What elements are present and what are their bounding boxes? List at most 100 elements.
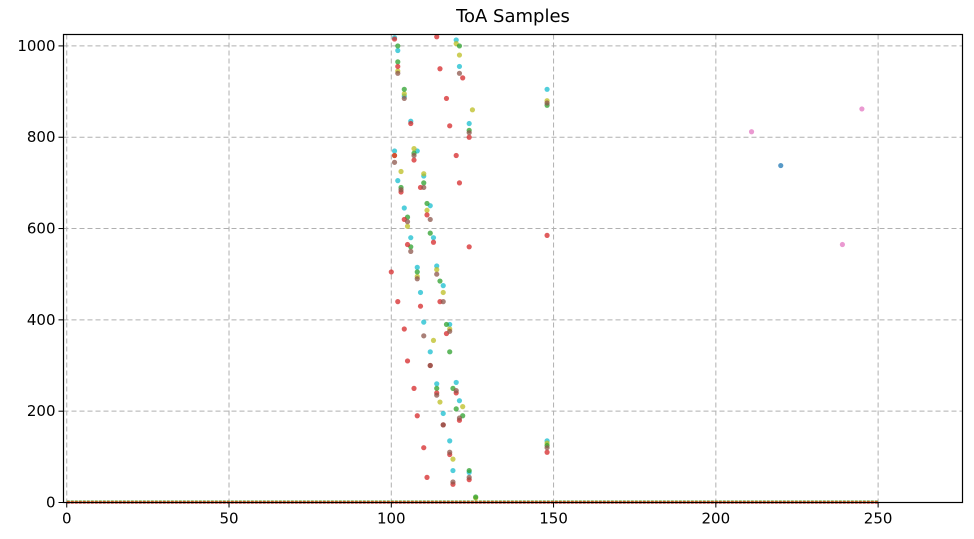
scatter-point	[466, 130, 472, 136]
x-tick-label: 100	[377, 510, 406, 528]
scatter-point	[466, 134, 472, 140]
scatter-point	[440, 283, 446, 289]
scatter-point	[544, 86, 550, 92]
scatter-point	[434, 271, 440, 277]
scatter-point	[421, 184, 427, 191]
scatter-point	[466, 120, 472, 127]
scatter-point	[414, 276, 420, 282]
scatter-point	[395, 299, 401, 305]
scatter-point	[404, 241, 411, 248]
scatter-point	[434, 34, 440, 40]
scatter-point	[453, 37, 459, 43]
scatter-point	[859, 106, 865, 112]
scatter-point	[411, 146, 417, 152]
scatter-point	[430, 337, 437, 344]
scatter-point	[434, 267, 440, 273]
scatter-point	[447, 123, 453, 129]
scatter-point	[456, 70, 463, 76]
scatter-point	[447, 349, 453, 355]
scatter-point	[404, 219, 411, 225]
scatter-point	[401, 205, 407, 211]
scatter-point	[408, 248, 414, 254]
scatter-point	[440, 299, 446, 305]
scatter-point	[388, 269, 394, 275]
scatter-point	[440, 289, 446, 296]
scatter-point	[421, 180, 427, 186]
scatter-point	[401, 91, 407, 97]
scatter-point	[401, 86, 407, 92]
x-tick-label: 200	[702, 510, 731, 528]
scatter-point	[417, 289, 424, 296]
scatter-point	[414, 269, 420, 275]
scatter-point	[414, 264, 420, 270]
scatter-point	[421, 319, 427, 325]
scatter-point	[411, 152, 417, 159]
y-tick-label: 1000	[17, 37, 55, 55]
scatter-point	[408, 235, 414, 241]
scatter-point	[417, 303, 424, 309]
scatter-point	[447, 449, 453, 455]
scatter-point	[460, 75, 466, 81]
scatter-point	[456, 415, 463, 421]
scatter-point	[395, 47, 401, 54]
scatter-point	[421, 445, 427, 451]
scatter-point	[453, 152, 459, 159]
scatter-point	[401, 326, 407, 332]
scatter-point	[427, 349, 433, 355]
scatter-point	[456, 52, 463, 58]
scatter-point	[411, 385, 417, 391]
x-tick-label: 0	[62, 510, 72, 528]
scatter-point	[391, 36, 398, 42]
y-tick-label: 800	[27, 128, 56, 146]
scatter-point	[430, 239, 437, 245]
scatter-point	[453, 406, 459, 412]
scatter-point	[434, 385, 440, 391]
scatter-point	[453, 388, 459, 394]
scatter-point	[443, 321, 450, 328]
scatter-point	[437, 399, 443, 405]
scatter-point	[424, 200, 430, 207]
scatter-point	[544, 449, 550, 455]
scatter-point	[424, 207, 430, 213]
chart-title: ToA Samples	[455, 6, 570, 27]
scatter-point	[473, 494, 479, 500]
scatter-point	[839, 241, 846, 248]
scatter-point	[395, 43, 401, 49]
scatter-point	[456, 63, 463, 70]
scatter-point	[395, 63, 401, 70]
data-points	[388, 34, 865, 501]
scatter-point	[456, 43, 463, 49]
scatter-point	[404, 223, 411, 229]
scatter-point	[421, 333, 427, 339]
scatter-point	[411, 157, 417, 163]
scatter-point	[466, 244, 472, 250]
plot-frame	[62, 33, 964, 504]
y-tick-label: 200	[27, 402, 56, 420]
scatter-point	[398, 168, 404, 175]
scatter-point	[437, 66, 443, 72]
y-tick-label: 0	[46, 494, 56, 512]
scatter-point	[398, 187, 404, 193]
y-tick-label: 600	[27, 220, 56, 238]
scatter-point	[469, 107, 476, 113]
x-tick-label: 50	[219, 510, 238, 528]
scatter-point	[456, 180, 463, 186]
scatter-point	[443, 95, 450, 102]
scatter-point	[395, 178, 401, 184]
scatter-point	[395, 59, 401, 65]
x-tick-label: 250	[864, 510, 893, 528]
scatter-point	[408, 120, 414, 127]
scatter-point	[748, 129, 755, 135]
grid	[63, 34, 963, 503]
scatter-point	[404, 358, 411, 364]
y-axis: 0 200 400 600 800 1000	[17, 37, 64, 512]
scatter-point	[466, 474, 472, 480]
scatter-point	[434, 392, 440, 398]
scatter-point	[391, 152, 398, 159]
scatter-point	[434, 381, 440, 387]
scatter-point	[427, 216, 433, 223]
scatter-point	[427, 362, 433, 369]
scatter-point	[447, 328, 453, 334]
scatter-point	[450, 479, 456, 485]
